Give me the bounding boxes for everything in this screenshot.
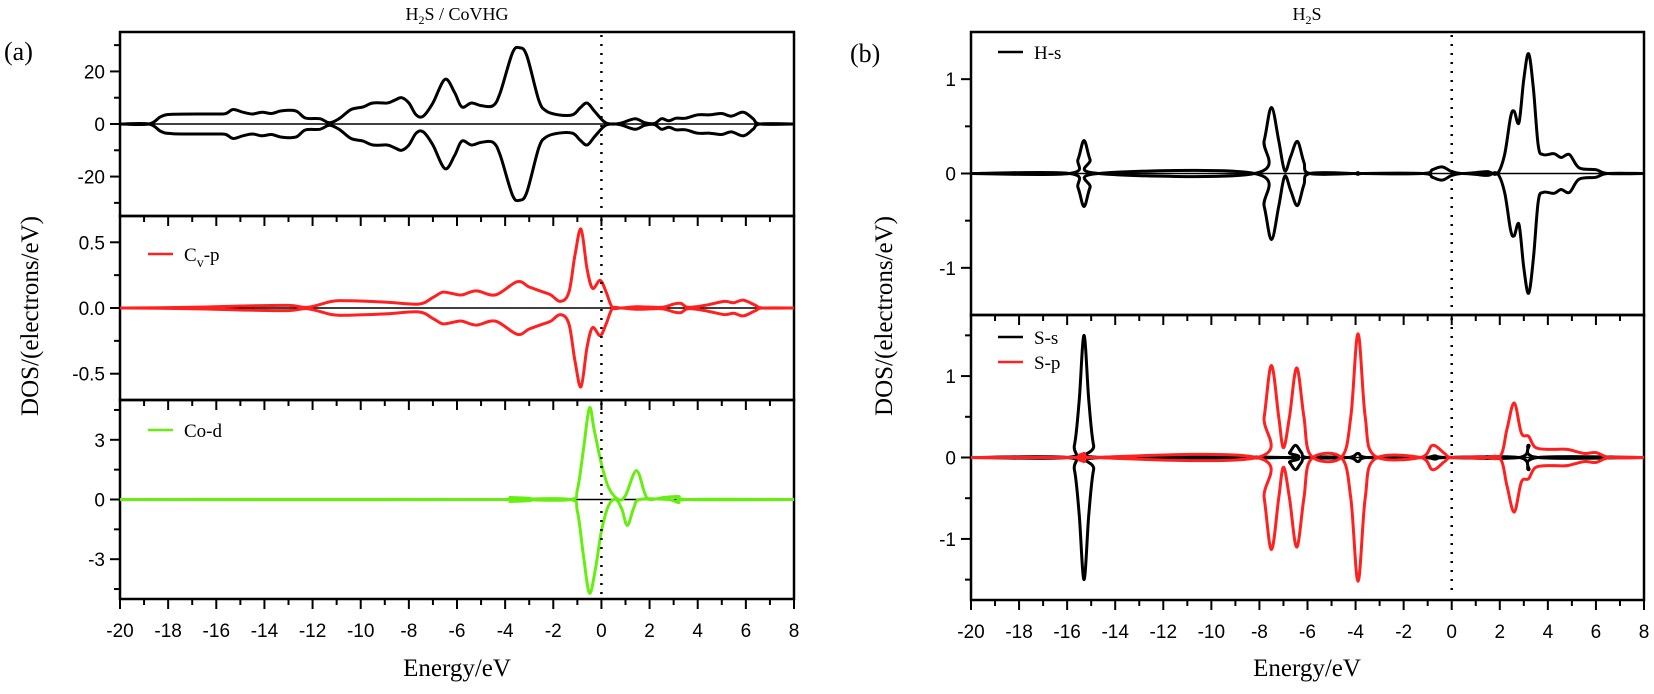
series-h-s-spin-up — [970, 52, 1645, 179]
legend-entry: H-s — [998, 43, 1061, 64]
x-tick-label: -14 — [251, 621, 279, 642]
x-tick-label: -6 — [449, 621, 466, 642]
x-tick-label: -16 — [203, 621, 230, 642]
y-tick-label: -1 — [939, 530, 956, 551]
panel-a-label: (a) — [4, 37, 33, 66]
x-tick-label: -4 — [497, 621, 514, 642]
x-tick-label: -6 — [1299, 622, 1316, 643]
y-tick-label: 3 — [94, 431, 105, 452]
legend-text: Co-d — [184, 421, 223, 442]
legend-text: H-s — [1034, 43, 1061, 64]
legend-subscript: v — [197, 256, 204, 271]
subplot-1: 1 0 -1 H-s — [939, 30, 1646, 317]
legend-entry: Cv-p — [148, 245, 220, 271]
legend-entry: Co-d — [148, 421, 223, 442]
panel-a-ylabel: DOS/(electrons/eV) — [17, 216, 44, 416]
x-tick-label: -20 — [106, 621, 133, 642]
legend-entry: S-p — [998, 353, 1060, 374]
x-tick-label: 6 — [741, 621, 752, 642]
legend-text: S-p — [1034, 353, 1060, 374]
x-tick-label: -2 — [1395, 622, 1412, 643]
series-co-d-spin-down — [119, 497, 795, 595]
x-tick-label: 2 — [644, 621, 655, 642]
title-post: S — [1311, 4, 1321, 24]
y-tick-label: 0 — [94, 491, 105, 512]
plot-layer: 200-200.50.0-0.5Cv-p-20 -18 -16 -14 -12 -10 -8… — [72, 30, 1650, 643]
y-tick-label: 1 — [945, 70, 956, 91]
panel-b-label: (b) — [850, 39, 880, 68]
y-tick-label: -3 — [88, 550, 105, 571]
y-tick-label: 1 — [945, 367, 956, 388]
x-tick-label: 8 — [1639, 622, 1650, 643]
subplot-2: 0.5 0.0 -0.5 Cv-p — [72, 214, 796, 402]
y-tick-label: -1 — [939, 259, 956, 280]
x-tick-label: -10 — [347, 621, 374, 642]
x-tick-label: 4 — [1543, 622, 1554, 643]
series-total-spin-up — [119, 45, 795, 127]
panel-b-ylabel: DOS/(electrons/eV) — [871, 216, 898, 416]
panel-b: 10-1H-s-20 -18 -16 -14 -12 -10 -8 -6 -4 -2 0 2 4 6 810… — [939, 30, 1650, 643]
panel-b-xlabel: Energy/eV — [1253, 655, 1361, 682]
series-cv-p-spin-down — [119, 305, 795, 389]
x-tick-label: -16 — [1053, 622, 1080, 643]
series-total-spin-down — [119, 121, 795, 203]
x-tick-label: -8 — [400, 621, 417, 642]
x-tick-label: 4 — [692, 621, 703, 642]
title-pre: H — [405, 4, 418, 24]
x-tick-label: -2 — [545, 621, 562, 642]
subplot-3: -20 -18 -16 -14 -12 -10 -8 -6 -4 -2 0 2 4 6 830-3Co-d — [88, 398, 800, 642]
legend-entry: S-s — [998, 328, 1058, 349]
panel-a-xlabel: Energy/eV — [403, 655, 511, 682]
x-tick-label: 0 — [596, 621, 607, 642]
legend-label: S-s — [1034, 328, 1058, 349]
x-tick-label: -10 — [1198, 622, 1225, 643]
subplot-2: -20 -18 -16 -14 -12 -10 -8 -6 -4 -2 0 2 4 6 810-1S-sS-… — [939, 313, 1650, 643]
subplot-1: 20 0 -20 — [78, 30, 796, 218]
series-cv-p-spin-up — [119, 227, 795, 311]
x-tick-label: -8 — [1251, 622, 1268, 643]
legend-text: S-s — [1034, 328, 1058, 349]
x-tick-label: -20 — [957, 622, 984, 643]
panel-a-title: H2S / CoVHG — [405, 4, 508, 27]
panel-b-title: H2S — [1292, 4, 1321, 27]
title-sub: 2 — [1305, 13, 1311, 27]
legend-label: S-p — [1034, 353, 1060, 374]
x-tick-label: 8 — [789, 621, 800, 642]
legend-label: Cv-p — [184, 245, 220, 271]
panel-a: 200-200.50.0-0.5Cv-p-20 -18 -16 -14 -12 -10 -8… — [72, 30, 800, 642]
legend-label: H-s — [1034, 43, 1061, 64]
legend-text: C — [184, 245, 197, 266]
x-tick-label: -12 — [1150, 622, 1177, 643]
title-post: S / CoVHG — [424, 4, 508, 24]
x-tick-label: 6 — [1591, 622, 1602, 643]
series-s-p-spin-up — [970, 332, 1645, 464]
y-tick-label: -20 — [78, 168, 105, 189]
x-tick-label: -4 — [1347, 622, 1364, 643]
x-tick-label: -18 — [154, 621, 181, 642]
x-tick-label: -12 — [299, 621, 326, 642]
x-tick-label: -14 — [1101, 622, 1129, 643]
y-tick-label: -0.5 — [72, 365, 105, 386]
series-s-p-spin-down — [970, 451, 1645, 583]
title-sub: 2 — [418, 13, 424, 27]
title-pre: H — [1292, 4, 1305, 24]
y-tick-label: 0.0 — [79, 299, 105, 320]
y-tick-label: 0 — [945, 449, 956, 470]
series-h-s-spin-down — [970, 168, 1645, 295]
y-tick-label: 20 — [84, 62, 105, 83]
x-tick-label: -18 — [1005, 622, 1032, 643]
y-tick-label: 0 — [94, 115, 105, 136]
y-tick-label: 0.5 — [79, 233, 105, 254]
legend-label: Co-d — [184, 421, 223, 442]
x-tick-label: 0 — [1446, 622, 1457, 643]
x-tick-label: 2 — [1494, 622, 1505, 643]
y-tick-label: 0 — [945, 165, 956, 186]
legend-text: -p — [204, 245, 220, 266]
